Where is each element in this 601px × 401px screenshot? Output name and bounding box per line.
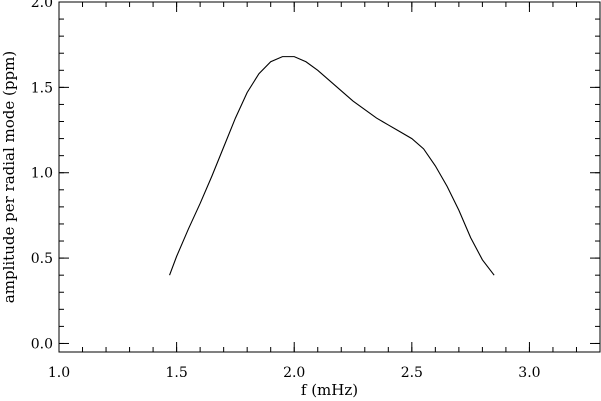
plot-frame bbox=[58, 1, 601, 353]
x-tick-label: 2.0 bbox=[283, 365, 305, 381]
x-tick-label: 2.5 bbox=[401, 365, 423, 381]
y-axis-label: amplitude per radial mode (ppm) bbox=[0, 51, 18, 303]
minor-ticks bbox=[58, 1, 601, 352]
series-line bbox=[169, 56, 495, 276]
x-tick-label: 1.0 bbox=[48, 365, 70, 381]
x-tick-label: 3.0 bbox=[518, 365, 540, 381]
y-tick-label: 0.0 bbox=[31, 336, 53, 352]
y-tick-label: 0.5 bbox=[31, 251, 53, 267]
x-axis-label: f (mHz) bbox=[301, 381, 358, 399]
x-tick-label: 1.5 bbox=[165, 365, 187, 381]
y-tick-label: 1.0 bbox=[31, 166, 53, 182]
major-ticks bbox=[58, 1, 600, 352]
y-tick-label: 2.0 bbox=[31, 0, 53, 11]
y-tick-labels: 0.0 0.5 1.0 1.5 2.0 bbox=[31, 0, 53, 352]
x-tick-labels: 1.0 1.5 2.0 2.5 3.0 bbox=[48, 365, 541, 381]
y-tick-label: 1.5 bbox=[31, 80, 53, 96]
